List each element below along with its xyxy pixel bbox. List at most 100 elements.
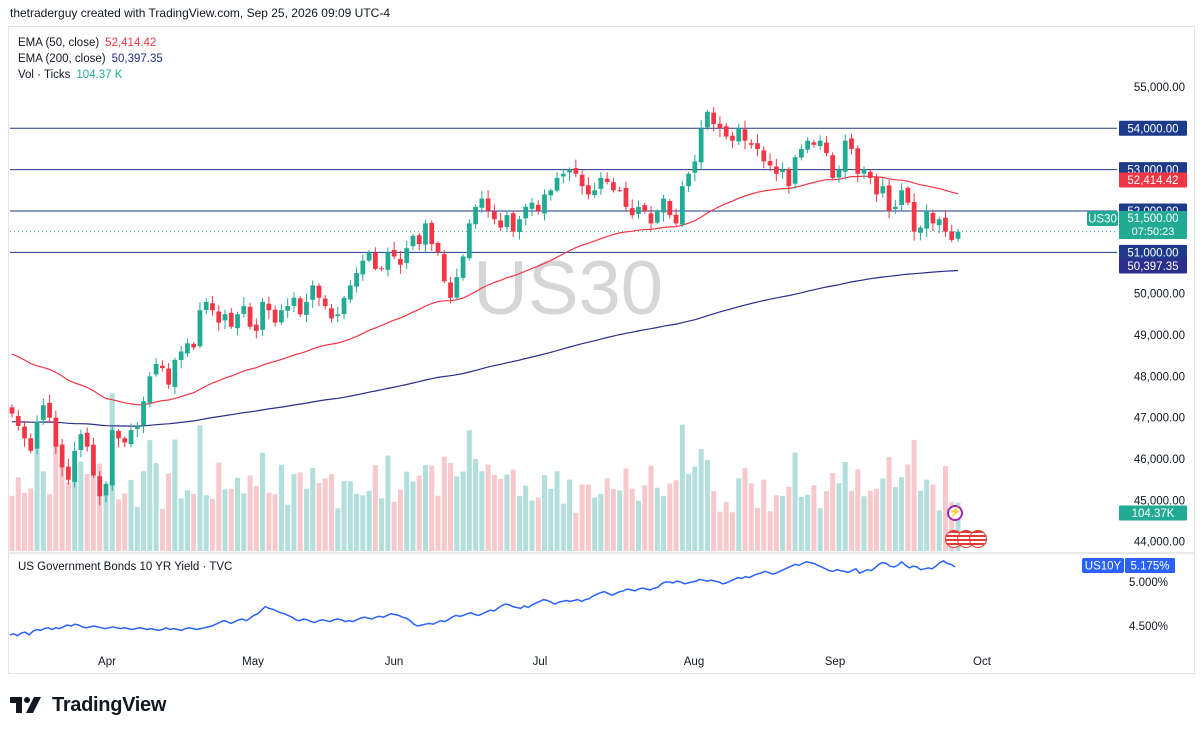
candle-body bbox=[322, 298, 328, 307]
volume-bar bbox=[253, 485, 259, 551]
yield-pane-legend[interactable]: US Government Bonds 10 YR Yield · TVC bbox=[18, 561, 233, 573]
volume-bar bbox=[40, 471, 46, 551]
candle-body bbox=[504, 215, 510, 227]
candle-body bbox=[711, 112, 717, 125]
candle-body bbox=[159, 365, 165, 369]
volume-bar bbox=[316, 482, 322, 551]
volume-bar bbox=[579, 484, 585, 551]
candle-body bbox=[379, 268, 385, 270]
volume-bar bbox=[673, 480, 679, 551]
tradingview-logo[interactable]: TradingView bbox=[10, 692, 166, 718]
symbol-tag-bg bbox=[1087, 211, 1118, 226]
candle-body bbox=[260, 301, 265, 330]
candle-body bbox=[548, 190, 554, 196]
volume-bar bbox=[736, 478, 742, 551]
candle-body bbox=[686, 173, 691, 187]
candle-body bbox=[40, 405, 46, 420]
volume-bar bbox=[510, 469, 516, 551]
candle-body bbox=[191, 343, 197, 348]
candle-body bbox=[435, 243, 441, 253]
ema200-line[interactable] bbox=[11, 269, 959, 427]
volume-bar bbox=[949, 502, 955, 551]
candle-body bbox=[272, 309, 278, 323]
volume-bar bbox=[842, 461, 848, 551]
volume-bar bbox=[767, 511, 773, 551]
price-axis-tick: 55,000.00 bbox=[1134, 82, 1185, 94]
candle-body bbox=[498, 220, 504, 228]
candle-body bbox=[153, 363, 159, 375]
volume-bar bbox=[235, 477, 241, 551]
volume-bar bbox=[28, 488, 34, 551]
volume-bar bbox=[723, 502, 729, 551]
candle-body bbox=[767, 161, 773, 166]
candle-body bbox=[172, 359, 178, 387]
candle-body bbox=[410, 235, 416, 247]
bar-countdown: 07:50:23 bbox=[1132, 226, 1175, 238]
time-axis-label: Sep bbox=[825, 656, 845, 668]
volume-bar bbox=[385, 455, 391, 551]
volume-bar bbox=[717, 511, 723, 551]
candle-body bbox=[485, 198, 491, 211]
candle-body bbox=[698, 128, 704, 163]
candle-body bbox=[667, 200, 673, 216]
legend-ema50-label: EMA (50, close) bbox=[18, 37, 100, 49]
candle-body bbox=[554, 177, 560, 191]
candle-body bbox=[22, 426, 27, 439]
volume-bar bbox=[930, 484, 936, 551]
volume-bar bbox=[34, 449, 40, 551]
volume-bar bbox=[667, 483, 673, 551]
legend-ema50[interactable]: EMA (50, close) 52,414.42 bbox=[18, 35, 163, 51]
symbol-tag: US30 bbox=[1088, 214, 1117, 226]
candle-body bbox=[617, 190, 623, 192]
candle-body bbox=[341, 297, 347, 315]
candle-body bbox=[304, 301, 309, 315]
candle-body bbox=[899, 190, 904, 205]
volume-bar bbox=[366, 490, 372, 551]
candle-body bbox=[385, 252, 391, 270]
candle-body bbox=[91, 444, 96, 476]
legend-ema200[interactable]: EMA (200, close) 50,397.35 bbox=[18, 51, 163, 67]
ema50-line[interactable] bbox=[11, 175, 959, 406]
candle-body bbox=[523, 206, 529, 219]
volume-bar bbox=[698, 448, 704, 551]
yield-symbol-tag-bg bbox=[1082, 558, 1124, 573]
volume-bar bbox=[159, 508, 165, 551]
volume-bar bbox=[504, 474, 510, 551]
candle-body bbox=[761, 150, 767, 162]
candle-body bbox=[911, 202, 917, 232]
candle-body bbox=[134, 425, 140, 429]
candle-body bbox=[247, 306, 253, 327]
volume-bar bbox=[72, 455, 78, 551]
volume-bar bbox=[817, 508, 823, 551]
volume-bar bbox=[516, 496, 522, 551]
yield-axis-tick: 4.500% bbox=[1129, 621, 1168, 633]
volume-bar bbox=[341, 481, 347, 551]
volume-bar bbox=[9, 495, 15, 551]
candle-body bbox=[128, 430, 134, 445]
us-flag-event-icon[interactable] bbox=[969, 530, 987, 548]
candle-body bbox=[930, 212, 936, 224]
volume-bar bbox=[78, 461, 84, 551]
volume-bar bbox=[892, 487, 898, 551]
candle-body bbox=[661, 198, 666, 213]
time-axis-label: Oct bbox=[973, 656, 992, 668]
candle-body bbox=[936, 219, 942, 226]
volume-bar bbox=[692, 466, 698, 551]
volume-bar bbox=[617, 490, 623, 551]
candle-body bbox=[372, 252, 378, 269]
yield-line[interactable] bbox=[9, 560, 956, 637]
candle-body bbox=[510, 213, 516, 232]
current-price-bg bbox=[1119, 211, 1187, 239]
lightning-event-icon[interactable]: ⚡ bbox=[947, 505, 963, 521]
hline-price-label-bg bbox=[1119, 244, 1187, 260]
candle-body bbox=[404, 248, 410, 263]
legend-volume[interactable]: Vol · Ticks 104.37 K bbox=[18, 67, 163, 83]
volume-bar bbox=[228, 488, 234, 551]
hline-price-label-bg bbox=[1119, 120, 1187, 136]
candle-body bbox=[604, 178, 610, 183]
volume-bar bbox=[886, 457, 892, 551]
candle-body bbox=[880, 186, 886, 194]
volume-bar bbox=[454, 476, 460, 551]
candle-body bbox=[429, 222, 435, 245]
